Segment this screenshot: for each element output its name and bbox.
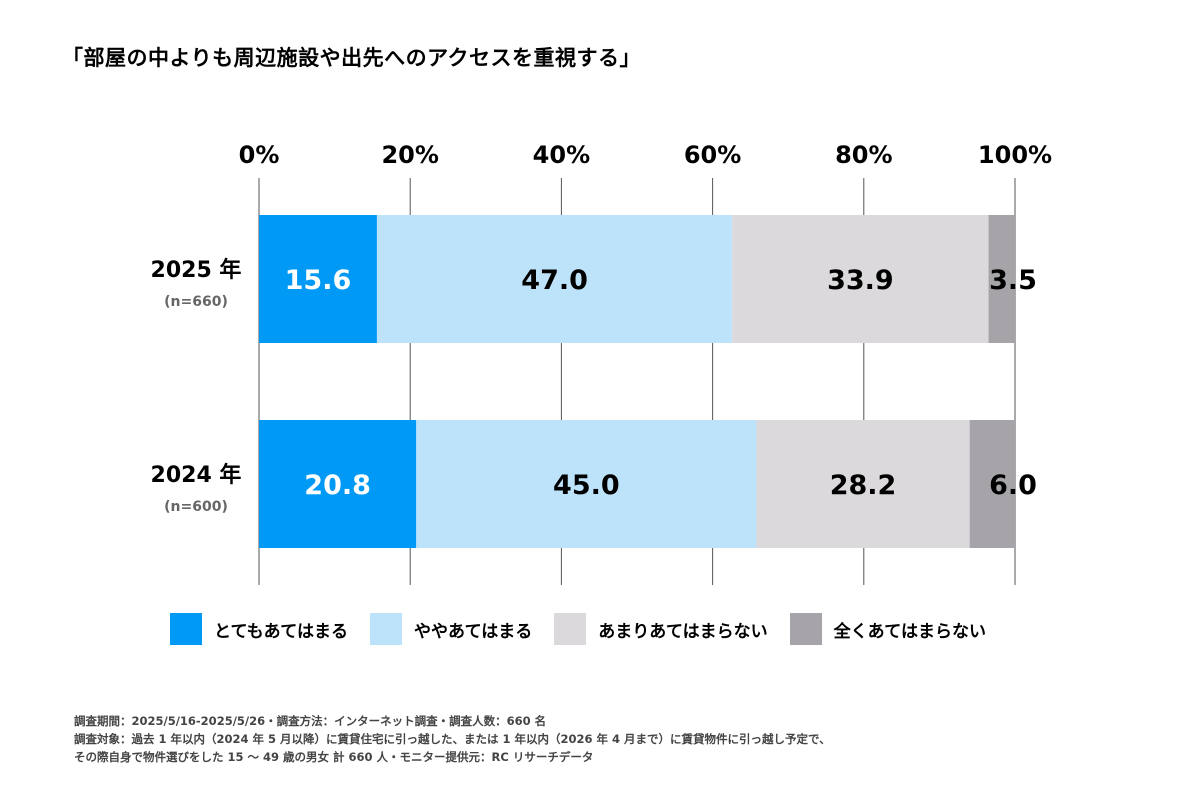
bar-segment: [732, 215, 989, 343]
legend-label: 全くあてはまらない: [833, 621, 986, 642]
x-tick-label: 80%: [835, 141, 892, 169]
category-sample-size: (n=600): [164, 499, 228, 515]
note-line: その際自身で物件選びをした 15 ～ 49 歳の男女 計 660 人・モニター提…: [74, 750, 594, 764]
note-line: 調査期間：2025/5/16-2025/5/26・調査方法：インターネット調査・…: [74, 714, 547, 728]
bar-segment: [259, 215, 377, 343]
data-label: 28.2: [830, 470, 897, 501]
x-tick-label: 40%: [533, 141, 590, 169]
x-tick-label: 0%: [239, 141, 280, 169]
data-label: 15.6: [285, 265, 352, 296]
bar-segment: [988, 215, 1015, 343]
data-label: 3.5: [989, 265, 1037, 296]
x-tick-label: 20%: [381, 141, 438, 169]
legend-item: ややあてはまる: [369, 613, 533, 645]
legend-swatch: [554, 613, 587, 645]
bar-segment: [969, 420, 1015, 548]
legend-swatch: [170, 613, 202, 645]
data-label: 6.0: [989, 470, 1037, 501]
data-label: 47.0: [521, 265, 588, 296]
note-line: 調査対象：過去 1 年以内（2024 年 5 月以降）に賃貸住宅に引っ越した、ま…: [74, 732, 831, 746]
legend-label: ややあてはまる: [413, 621, 533, 642]
legend-label: あまりあてはまらない: [598, 621, 768, 642]
chart-title: 「部屋の中よりも周辺施設や出先へのアクセスを重視する」: [62, 46, 642, 70]
bar-segment: [416, 420, 757, 548]
x-tick-label: 60%: [684, 141, 741, 169]
category-sample-size: (n=660): [164, 294, 228, 310]
survey-notes: 調査期間：2025/5/16-2025/5/26・調査方法：インターネット調査・…: [74, 712, 831, 766]
legend-label: とてもあてはまる: [214, 621, 348, 642]
data-label: 33.9: [827, 265, 894, 296]
x-tick-label: 100%: [978, 141, 1052, 169]
bar-segment: [259, 420, 417, 548]
legend: とてもあてはまる ややあてはまる あまりあてはまらない 全くあてはまらない: [170, 613, 1008, 645]
legend-swatch: [369, 613, 402, 645]
legend-swatch: [789, 613, 822, 645]
bar-segment: [756, 420, 970, 548]
legend-item: とてもあてはまる: [170, 613, 348, 645]
data-label: 45.0: [553, 470, 620, 501]
category-label: 2025 年: [151, 257, 242, 283]
legend-item: あまりあてはまらない: [554, 613, 768, 645]
data-label: 20.8: [304, 470, 371, 501]
bar-segment: [376, 215, 733, 343]
category-label: 2024 年: [151, 462, 242, 488]
legend-item: 全くあてはまらない: [789, 613, 986, 645]
